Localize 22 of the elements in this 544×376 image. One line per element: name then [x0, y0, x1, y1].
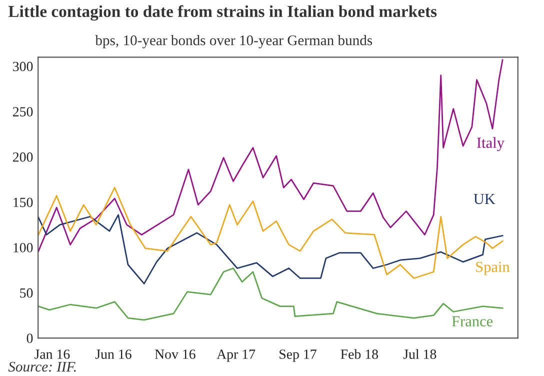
y-tick-label: 50 [20, 288, 33, 298]
chart-title: Little contagion to date from strains in Italian bond markets [8, 5, 437, 21]
series-label: Spain [476, 262, 510, 276]
x-tick-label: Apr 17 [216, 350, 256, 362]
y-tick-label: 200 [12, 152, 33, 162]
chart-subtitle: bps, 10-year bonds over 10-year German bunds [95, 35, 372, 48]
x-tick-label: Jul 18 [403, 349, 436, 359]
y-tick-label: 250 [12, 107, 33, 116]
series-label: Italy [477, 137, 504, 152]
x-tick-label: Sep 17 [280, 350, 316, 362]
y-tick-label: 150 [14, 198, 33, 208]
x-tick-label: Feb 18 [340, 349, 378, 359]
y-tick-label: 300 [13, 62, 33, 72]
series-label: France [452, 316, 493, 326]
y-tick-label: 0 [26, 334, 33, 343]
y-tick-label: 100 [14, 243, 33, 252]
text: UK [474, 194, 496, 204]
source-note: Source: IIF. [8, 362, 76, 372]
x-tick-label: Jun 16 [95, 350, 132, 359]
x-tick-label: Jan 16 [34, 350, 70, 359]
x-tick-label: Nov 16 [154, 350, 196, 359]
line-series [38, 59, 504, 252]
